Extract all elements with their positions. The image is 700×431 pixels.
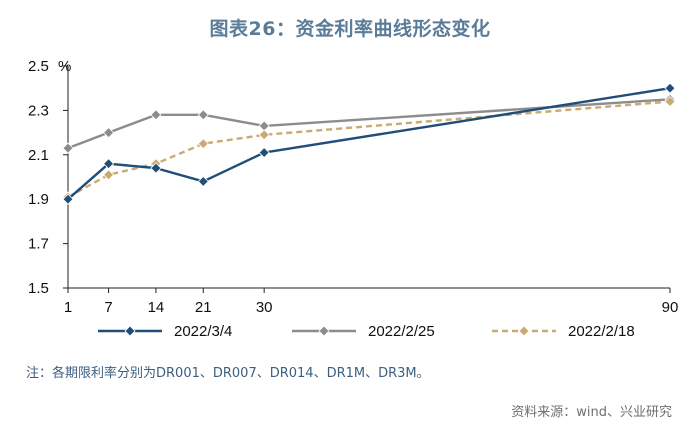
data-point — [62, 142, 74, 154]
footnote: 注：各期限利率分别为DR001、DR007、DR014、DR1M、DR3M。 — [26, 366, 430, 381]
x-tick-label: 30 — [256, 299, 273, 316]
series-2022-2-18 — [62, 95, 676, 203]
data-point — [103, 127, 115, 139]
series-line — [67, 100, 671, 199]
x-tick-label: 1 — [64, 299, 72, 316]
legend-label: 2022/2/18 — [568, 323, 635, 340]
data-point — [258, 129, 270, 141]
legend: 2022/3/4 2022/2/25 2022/2/18 — [98, 323, 635, 340]
y-unit-label: % — [58, 58, 71, 75]
data-point — [197, 109, 209, 121]
y-tick-label: 1.7 — [28, 236, 49, 253]
series-line — [67, 87, 671, 201]
source-note: 资料来源：wind、兴业研究 — [511, 405, 672, 420]
chart-title: 图表26：资金利率曲线形态变化 — [209, 18, 491, 40]
series-line — [67, 98, 671, 150]
y-tick-label: 2.3 — [28, 102, 49, 119]
legend-marker — [318, 325, 330, 337]
x-tick-label: 14 — [148, 299, 165, 316]
data-point — [103, 158, 115, 170]
legend-item: 2022/2/18 — [492, 323, 635, 340]
data-point — [150, 109, 162, 121]
y-axis-ticks: 1.5 1.7 1.9 2.1 2.3 2.5 — [28, 58, 68, 297]
legend-label: 2022/2/25 — [368, 323, 435, 340]
data-point — [197, 138, 209, 150]
legend-item: 2022/3/4 — [98, 323, 232, 340]
series-2022-3-4 — [62, 82, 676, 205]
series-layer — [62, 82, 676, 205]
legend-item: 2022/2/25 — [292, 323, 435, 340]
y-tick-label: 2.1 — [28, 147, 49, 164]
data-point — [197, 175, 209, 188]
x-axis-ticks: 1 7 14 21 30 90 — [64, 288, 679, 316]
data-point — [103, 169, 115, 181]
legend-marker — [124, 325, 136, 337]
legend-marker — [518, 325, 530, 337]
data-point — [664, 95, 676, 108]
y-tick-label: 2.5 — [28, 58, 49, 75]
data-point — [664, 82, 676, 94]
data-point — [150, 162, 162, 174]
x-tick-label: 21 — [195, 299, 212, 316]
data-point — [258, 147, 270, 159]
y-tick-label: 1.5 — [28, 280, 49, 297]
legend-label: 2022/3/4 — [174, 323, 232, 340]
x-tick-label: 7 — [104, 299, 112, 316]
x-tick-label: 90 — [662, 299, 679, 316]
y-tick-label: 1.9 — [28, 191, 49, 208]
data-point — [62, 193, 74, 205]
